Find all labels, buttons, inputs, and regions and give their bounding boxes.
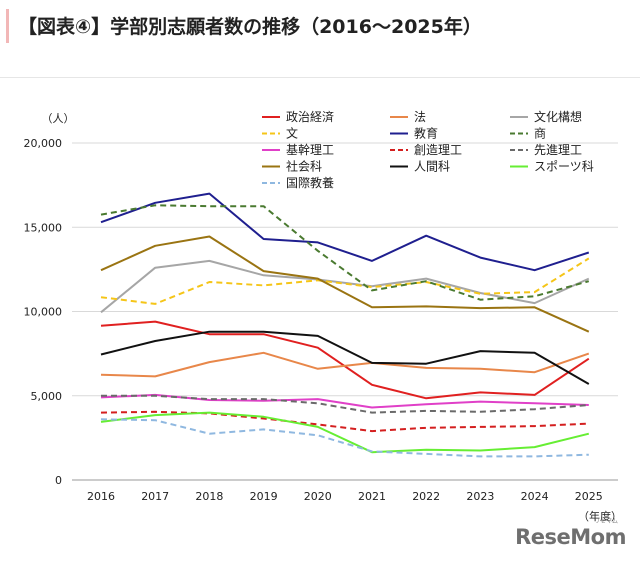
- y-tick-label: 5,000: [31, 390, 63, 403]
- series-line: [100, 204, 590, 301]
- y-axis-label: （人）: [42, 112, 75, 125]
- x-tick-label: 2019: [250, 490, 278, 503]
- title-accent-bar: [6, 9, 9, 43]
- x-tick-label: 2016: [87, 490, 115, 503]
- series-line: [100, 257, 590, 305]
- series-line: [100, 192, 590, 272]
- legend-label: 基幹理工: [286, 142, 334, 157]
- series-line: [100, 320, 590, 400]
- legend-label: 商: [534, 126, 546, 141]
- y-tick-label: 15,000: [24, 221, 63, 234]
- series-line: [100, 351, 590, 378]
- x-tick-label: 2017: [141, 490, 169, 503]
- header-divider: [0, 77, 640, 78]
- series-line: [100, 259, 590, 314]
- legend-label: 先進理工: [534, 143, 582, 157]
- watermark-subtext: リセマム: [593, 518, 618, 525]
- resemom-logo: ReseMom: [515, 525, 626, 549]
- legend-label: 政治経済: [286, 109, 334, 124]
- series-line: [100, 235, 590, 333]
- x-tick-label: 2023: [466, 490, 494, 503]
- legend-label: 文: [286, 126, 298, 141]
- y-tick-label: 20,000: [24, 137, 63, 150]
- legend-label: 人間科: [414, 160, 450, 174]
- legend-label: スポーツ科: [534, 160, 594, 174]
- x-tick-label: 2020: [304, 490, 332, 503]
- series-line: [101, 394, 589, 414]
- series-line: [100, 418, 589, 458]
- y-tick-label: 10,000: [24, 306, 63, 319]
- x-tick-label: 2021: [358, 490, 386, 503]
- series-line: [100, 411, 590, 454]
- legend-label: 文化構想: [534, 109, 582, 124]
- x-tick-label: 2025: [575, 490, 603, 503]
- legend-label: 創造理工: [414, 143, 462, 157]
- legend-label: 国際教養: [286, 175, 334, 190]
- legend-label: 社会科: [286, 159, 322, 174]
- page-header: 【図表④】学部別志願者数の推移（2016〜2025年）: [0, 0, 640, 78]
- y-tick-label: 0: [55, 474, 62, 487]
- x-tick-label: 2022: [412, 490, 440, 503]
- series-line: [100, 410, 589, 433]
- x-tick-label: 2018: [195, 490, 223, 503]
- legend-label: 教育: [414, 126, 438, 141]
- x-axis-label: （年度）: [578, 509, 622, 523]
- page-title: 【図表④】学部別志願者数の推移（2016〜2025年）: [18, 16, 482, 38]
- series-line: [100, 330, 590, 385]
- legend-label: 法: [414, 110, 426, 124]
- x-tick-label: 2024: [521, 490, 549, 503]
